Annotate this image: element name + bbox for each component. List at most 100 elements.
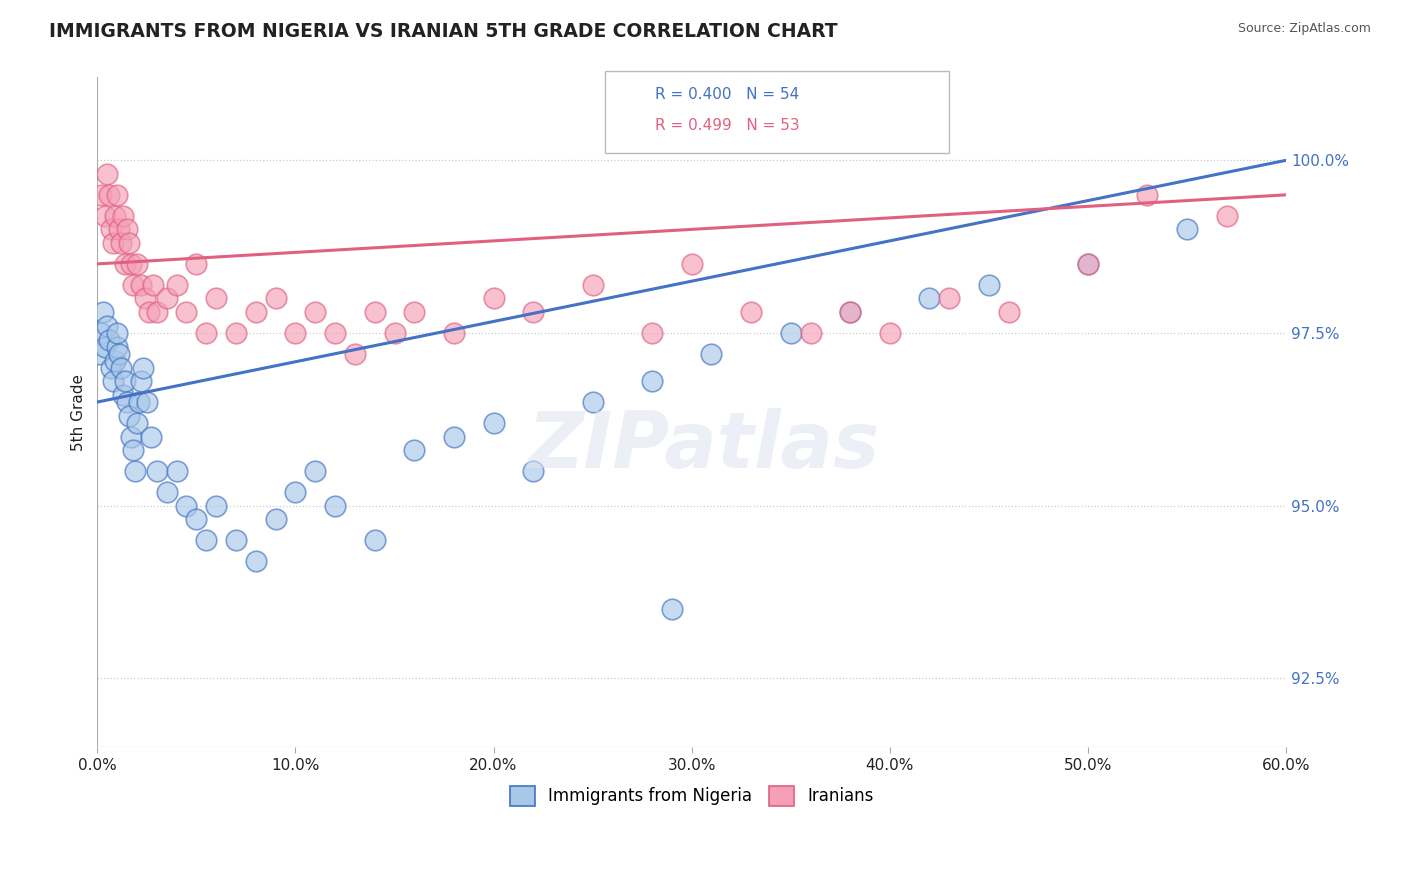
Point [977, 277, 1000, 292]
Point [125, 257, 148, 271]
Point [96, 167, 118, 181]
Text: R = 0.400   N = 54: R = 0.400 N = 54 [655, 87, 800, 102]
Text: Source: ZipAtlas.com: Source: ZipAtlas.com [1237, 22, 1371, 36]
Point [108, 347, 131, 361]
Point [115, 395, 138, 409]
Y-axis label: 5th Grade: 5th Grade [72, 374, 86, 450]
Point [122, 443, 145, 458]
Point [1215, 209, 1237, 223]
Point [122, 277, 145, 292]
Point [104, 209, 127, 223]
Point [98, 333, 121, 347]
Point [522, 305, 544, 319]
Point [146, 305, 169, 319]
Point [581, 277, 603, 292]
Point [100, 360, 122, 375]
Point [661, 602, 683, 616]
Point [799, 326, 821, 340]
Point [343, 347, 366, 361]
Point [134, 292, 156, 306]
Point [195, 326, 218, 340]
Point [103, 236, 125, 251]
Text: R = 0.499   N = 53: R = 0.499 N = 53 [655, 118, 800, 133]
Point [1136, 187, 1159, 202]
Point [132, 360, 155, 375]
Point [118, 236, 141, 251]
Point [114, 257, 136, 271]
Point [115, 222, 138, 236]
Point [125, 416, 148, 430]
Point [108, 222, 131, 236]
Point [284, 484, 307, 499]
Point [404, 443, 426, 458]
Point [482, 292, 505, 306]
Point [129, 277, 152, 292]
Point [135, 395, 157, 409]
Point [98, 187, 121, 202]
Point [129, 374, 152, 388]
Point [482, 416, 505, 430]
Point [112, 388, 135, 402]
Point [681, 257, 703, 271]
Point [120, 429, 142, 443]
Point [96, 319, 118, 334]
Point [146, 464, 169, 478]
Point [105, 340, 128, 354]
Point [124, 464, 146, 478]
Point [641, 326, 664, 340]
Point [176, 499, 198, 513]
Point [443, 326, 465, 340]
Point [91, 305, 114, 319]
Point [186, 257, 208, 271]
Point [264, 292, 287, 306]
Point [90, 187, 112, 202]
Point [839, 305, 862, 319]
Point [156, 292, 179, 306]
Point [384, 326, 406, 340]
Point [186, 512, 208, 526]
Point [156, 484, 179, 499]
Point [918, 292, 941, 306]
Point [641, 374, 664, 388]
Point [139, 429, 162, 443]
Point [104, 353, 127, 368]
Point [740, 305, 762, 319]
Point [205, 499, 228, 513]
Legend: Immigrants from Nigeria, Iranians: Immigrants from Nigeria, Iranians [503, 779, 880, 813]
Point [110, 236, 132, 251]
Point [118, 409, 141, 423]
Point [100, 222, 122, 236]
Point [110, 360, 132, 375]
Point [225, 533, 247, 548]
Point [94, 209, 117, 223]
Point [142, 277, 165, 292]
Point [264, 512, 287, 526]
Text: ZIPatlas: ZIPatlas [527, 408, 879, 484]
Point [103, 374, 125, 388]
Point [938, 292, 960, 306]
Point [284, 326, 307, 340]
Point [245, 305, 267, 319]
Point [128, 395, 150, 409]
Point [138, 305, 160, 319]
Point [443, 429, 465, 443]
Point [997, 305, 1019, 319]
Point [363, 305, 385, 319]
Point [1077, 257, 1099, 271]
Point [304, 464, 326, 478]
Point [94, 340, 117, 354]
Point [166, 464, 188, 478]
Point [205, 292, 228, 306]
Point [105, 326, 128, 340]
Point [1175, 222, 1198, 236]
Point [581, 395, 603, 409]
Point [779, 326, 801, 340]
Point [404, 305, 426, 319]
Point [90, 326, 112, 340]
Point [839, 305, 862, 319]
Point [105, 187, 128, 202]
Point [225, 326, 247, 340]
Point [1077, 257, 1099, 271]
Point [176, 305, 198, 319]
Point [323, 499, 346, 513]
